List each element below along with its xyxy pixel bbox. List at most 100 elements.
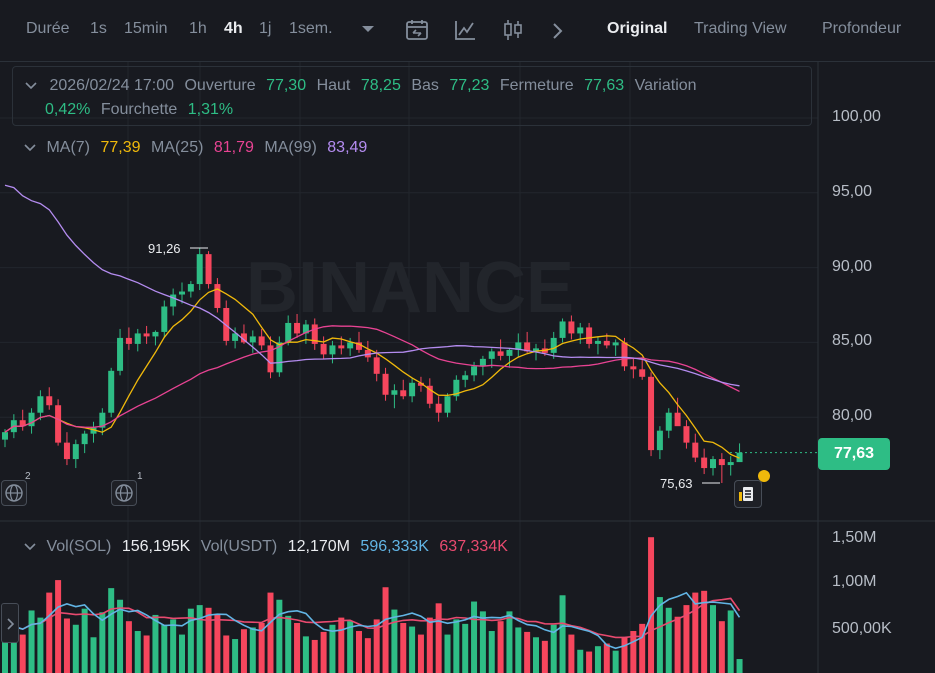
interval-1s[interactable]: 1s [90, 20, 107, 37]
volume-bar [223, 635, 230, 673]
volume-bar [72, 624, 79, 673]
globe-badge: 1 [137, 471, 143, 482]
volume-bar [81, 608, 88, 673]
volume-bar [453, 619, 460, 673]
volume-bar [170, 619, 177, 673]
volume-bar [108, 588, 115, 673]
volume-bar [674, 616, 681, 673]
close-label: Fermeture [499, 77, 574, 94]
volume-bar [701, 590, 708, 673]
volume-bar [179, 634, 185, 673]
vol-usdt-label: Vol(USDT) [200, 538, 278, 555]
candles [2, 248, 743, 484]
volume-bar [550, 624, 557, 673]
volume-ma2-line [4, 597, 741, 639]
candle-body [710, 459, 716, 469]
interval-4h[interactable]: 4h [224, 20, 243, 37]
volume-bar [506, 611, 513, 673]
candle-body [356, 342, 362, 350]
candle-body [612, 342, 619, 346]
globe-button[interactable] [111, 480, 137, 506]
volume-bar [232, 639, 239, 673]
candle-body [621, 342, 628, 367]
volume-bar [152, 614, 159, 673]
chevron-down-icon[interactable] [24, 543, 36, 551]
price-tick: 95,00 [832, 183, 873, 200]
candle-body [258, 336, 265, 346]
price-tick: 90,00 [832, 258, 873, 275]
interval-1j[interactable]: 1j [259, 20, 272, 37]
chevron-down-icon[interactable] [25, 82, 37, 90]
news-button[interactable] [734, 480, 762, 508]
volume-bar [656, 597, 663, 673]
chevron-right-icon [7, 618, 15, 630]
candle-body [19, 420, 26, 427]
ma7-value: 77,39 [100, 139, 141, 156]
volume-bar [117, 599, 124, 673]
calendar-icon[interactable] [405, 18, 429, 42]
indicator-icon[interactable] [453, 18, 477, 42]
news-icon [739, 487, 753, 501]
chevron-right-icon[interactable] [552, 22, 564, 40]
candle-body [179, 291, 185, 295]
volume-bar [10, 622, 17, 673]
candle-body [223, 307, 230, 341]
globe-button[interactable] [1, 480, 27, 506]
candle-body [462, 375, 469, 380]
candle-body [285, 322, 292, 343]
volume-bar [692, 592, 699, 673]
duration-label: Durée [26, 20, 70, 37]
volume-bar [2, 630, 8, 673]
volume-bar [612, 650, 619, 673]
candle-body [479, 358, 486, 367]
candlestick-icon[interactable] [501, 18, 525, 42]
volume-bar [240, 629, 247, 673]
candle-body [515, 342, 522, 350]
view-original[interactable]: Original [607, 20, 668, 37]
ma99-label: MA(99) [264, 139, 317, 156]
ma99-value: 83,49 [327, 139, 368, 156]
candle-body [329, 345, 336, 355]
candle-body [400, 390, 407, 397]
interval-1sem[interactable]: 1sem. [289, 20, 333, 37]
volume-bar [479, 611, 486, 673]
volume-bar [134, 631, 141, 673]
candle-body [639, 369, 646, 377]
candle-body [276, 342, 283, 373]
volume-bar [409, 626, 416, 673]
candle-body [364, 349, 371, 358]
ohlc-info-box: 2026/02/24 17:00 Ouverture 77,30 Haut 78… [12, 66, 812, 126]
high-marker: 91,26 [148, 241, 181, 256]
volume-bar [19, 634, 26, 673]
candle-body [46, 396, 53, 406]
volume-tick: 500,00K [832, 620, 892, 637]
volume-bar [586, 651, 593, 673]
volume-bar [214, 614, 221, 673]
candle-body [125, 337, 132, 344]
interval-15min[interactable]: 15min [124, 20, 168, 37]
volume-legend: Vol(SOL) 156,195K Vol(USDT) 12,170M 596,… [24, 538, 514, 556]
ma7-line [4, 288, 740, 459]
volume-bar [302, 636, 309, 673]
candle-body [214, 284, 221, 308]
volume-bar [356, 631, 362, 673]
vol-sol-label: Vol(SOL) [46, 538, 112, 555]
volume-bar [718, 621, 725, 673]
candle-body [196, 254, 203, 285]
price-tick: 85,00 [832, 332, 873, 349]
chevron-down-icon[interactable] [24, 144, 36, 152]
candle-body [108, 370, 115, 413]
candle-body [338, 345, 345, 349]
chevron-down-icon[interactable] [361, 24, 375, 34]
candle-body [143, 333, 150, 337]
volume-bar [187, 608, 194, 673]
collapse-button[interactable] [1, 603, 19, 643]
volume-bar [462, 623, 469, 673]
interval-1h[interactable]: 1h [189, 20, 207, 37]
candle-body [559, 321, 566, 338]
view-trading-view[interactable]: Trading View [694, 20, 787, 37]
candle-body [63, 442, 70, 460]
volume-bar [28, 610, 35, 673]
view-profondeur[interactable]: Profondeur [822, 20, 902, 37]
